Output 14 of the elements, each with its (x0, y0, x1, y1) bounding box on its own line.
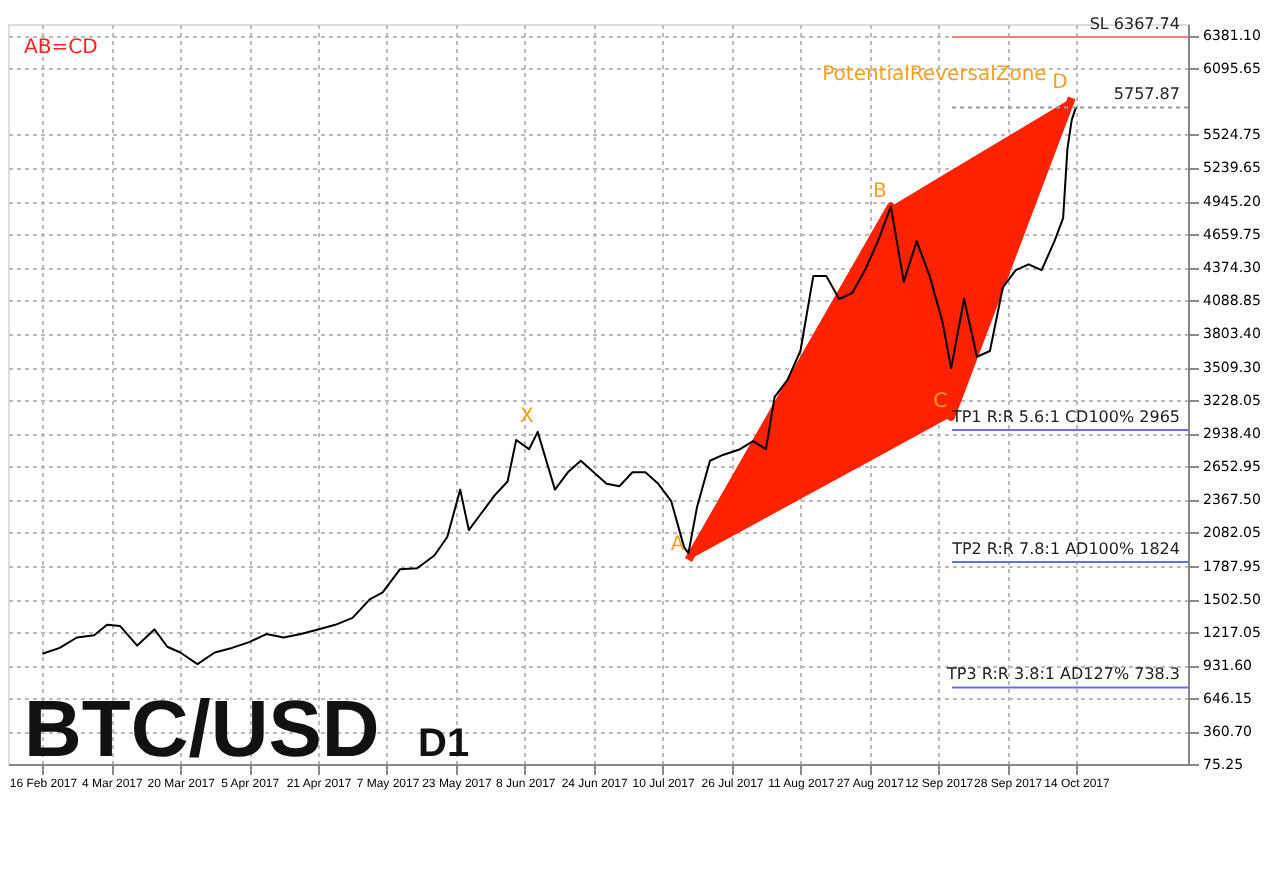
annotation: BTC/USD (24, 686, 380, 774)
ref-line-label: TP2 R:R 7.8:1 AD100% 1824 (950, 539, 1180, 558)
annotation: D1 (418, 722, 470, 766)
ref-line-label: TP3 R:R 3.8:1 AD127% 738.3 (945, 665, 1180, 684)
annotation: A (670, 534, 685, 557)
annotation: X (519, 405, 534, 428)
annotation: B (873, 180, 888, 203)
ref-line-label: SL 6367.74 (1089, 14, 1180, 33)
text: AB=CD (24, 36, 99, 59)
annotation: PotentialReversalZone (822, 64, 1047, 86)
annotation: C (933, 390, 948, 413)
annotation: D (1052, 71, 1069, 94)
ref-line-label: 5757.87 (1113, 85, 1180, 104)
ref-line-label: TP1 R:R 5.6:1 CD100% 2965 (949, 408, 1180, 427)
